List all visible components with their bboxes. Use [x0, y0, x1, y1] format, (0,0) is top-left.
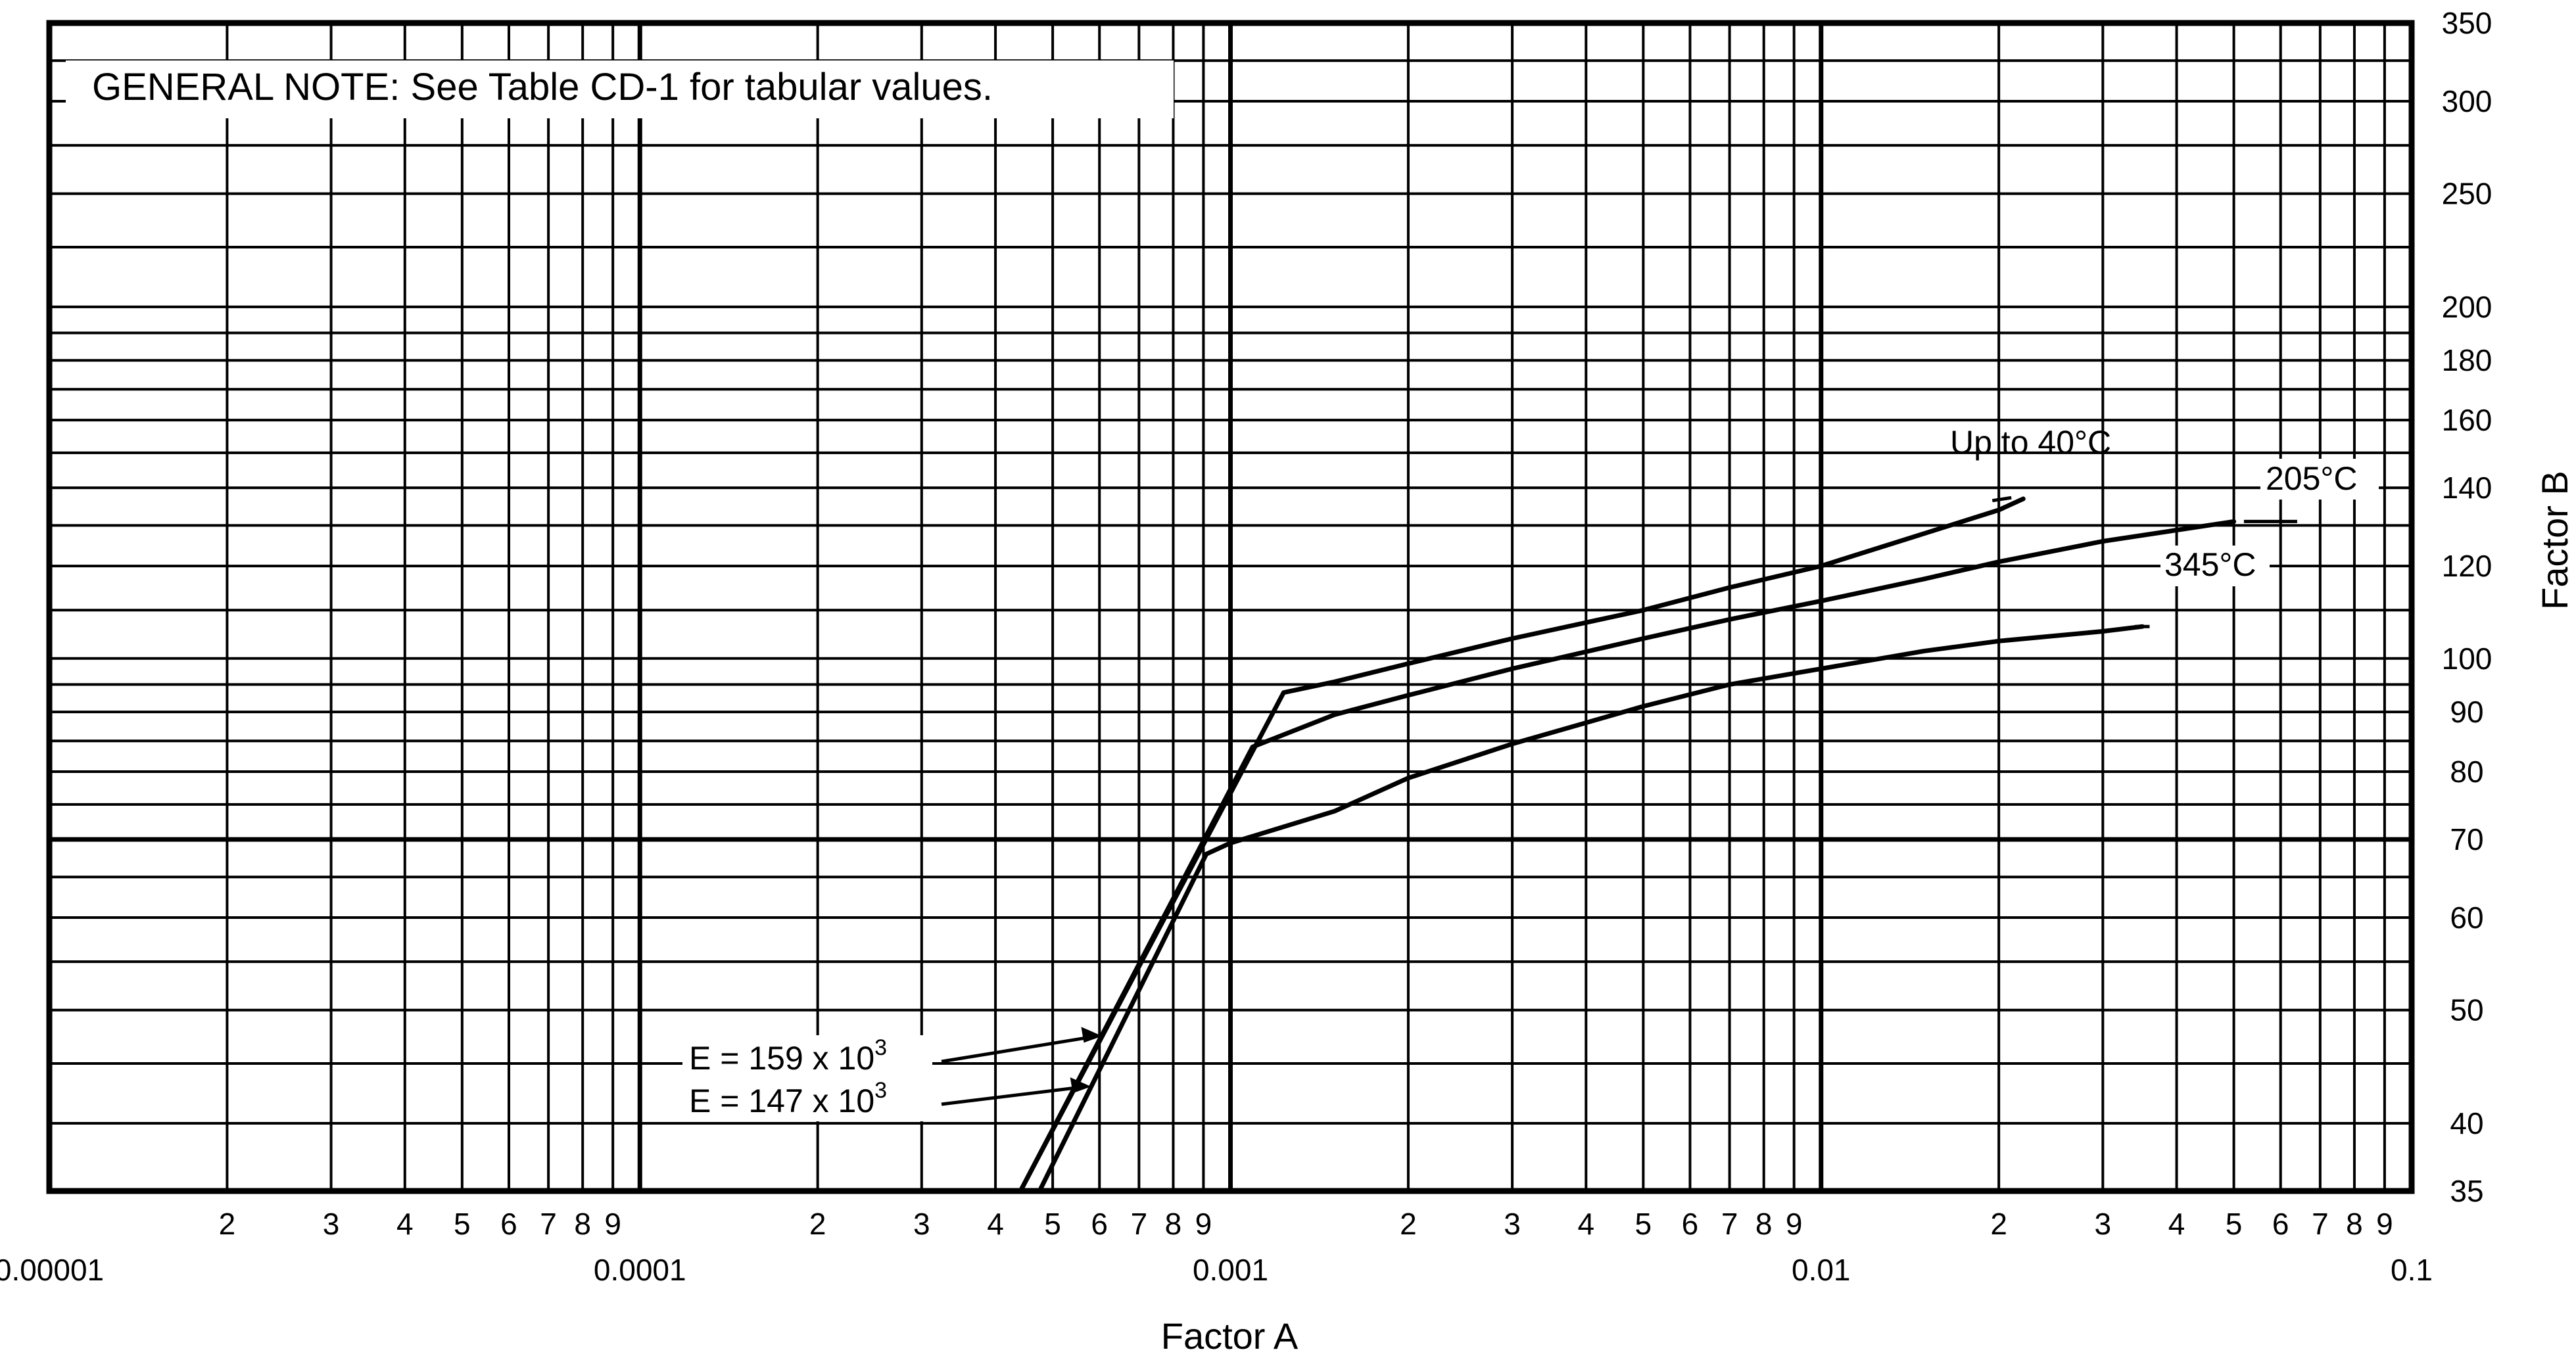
x-minor-tick-label: 7 [2312, 1207, 2329, 1241]
x-minor-tick-label: 4 [396, 1207, 414, 1241]
x-minor-tick-label: 7 [540, 1207, 557, 1241]
x-minor-tick-label: 3 [323, 1207, 340, 1241]
y-tick-label: 140 [2442, 471, 2493, 505]
x-decade-tick-label: 0.01 [1792, 1253, 1851, 1287]
y-tick-label: 250 [2442, 177, 2493, 211]
modulus-label: E = 147 x 103 [689, 1078, 887, 1119]
x-minor-tick-label: 4 [1578, 1207, 1595, 1241]
x-decade-tick-label: 0.1 [2391, 1253, 2433, 1287]
x-minor-tick-label: 8 [2346, 1207, 2363, 1241]
modulus-label-background [682, 1035, 932, 1079]
x-minor-tick-label: 6 [2272, 1207, 2289, 1241]
y-tick-label: 60 [2450, 900, 2483, 935]
x-minor-tick-label: 6 [500, 1207, 517, 1241]
y-tick-label: 200 [2442, 290, 2493, 324]
y-tick-label: 35 [2450, 1174, 2483, 1208]
y-tick-label: 120 [2442, 549, 2493, 583]
x-minor-tick-label: 7 [1131, 1207, 1148, 1241]
x-decade-tick-label: 0.00001 [0, 1253, 104, 1287]
x-minor-tick-label: 8 [1755, 1207, 1773, 1241]
x-minor-tick-label: 9 [2376, 1207, 2393, 1241]
x-minor-tick-label: 2 [219, 1207, 236, 1241]
y-tick-label: 80 [2450, 755, 2483, 789]
modulus-label-background [682, 1078, 932, 1121]
y-tick-label: 50 [2450, 993, 2483, 1027]
labels: 2 3 4 5 6 7 8 9 2 3 4 5 6 7 8 9 2 3 4 5 6 7 8 9 2 3 4 5 6 7 8 90.00001 0… [0, 6, 2492, 1287]
x-minor-tick-label: 9 [604, 1207, 621, 1241]
modulus-label: E = 159 x 103 [689, 1035, 887, 1077]
curve-label-up-to-40c: Up to 40°C [1950, 424, 2111, 461]
x-minor-tick-label: 3 [913, 1207, 930, 1241]
x-minor-tick-label: 2 [1400, 1207, 1417, 1241]
general-note-text: GENERAL NOTE: See Table CD-1 for tabular… [92, 66, 993, 108]
x-minor-tick-label: 3 [1504, 1207, 1521, 1241]
y-tick-label: 100 [2442, 642, 2493, 676]
curve-line [1037, 624, 2145, 1194]
plot-frame [46, 20, 2415, 1194]
modulus-label-exponent: 3 [874, 1035, 887, 1060]
y-axis-title: Factor B [2534, 471, 2575, 610]
x-minor-tick-label: 5 [1044, 1207, 1061, 1241]
x-minor-tick-label: 9 [1195, 1207, 1212, 1241]
modulus-label-exponent: 3 [874, 1078, 887, 1103]
curve-label-leader [1992, 496, 2012, 503]
curve-label-205c: 205°C [2266, 460, 2358, 497]
x-axis-title: Factor A [1161, 1315, 1299, 1354]
x-minor-tick-label: 6 [1091, 1207, 1108, 1241]
grid [47, 20, 2412, 1192]
modulus-arrow-line [941, 1085, 1087, 1106]
curve-label-background [2160, 546, 2270, 586]
x-minor-tick-label: 5 [2226, 1207, 2243, 1241]
note-background [66, 60, 1174, 118]
x-minor-tick-label: 5 [454, 1207, 471, 1241]
modulus-arrow-head [1070, 1077, 1091, 1094]
y-tick-label: 350 [2442, 6, 2493, 40]
curve-label-345c: 345°C [2164, 546, 2256, 583]
modulus-arrow-line [941, 1034, 1097, 1063]
curves [1018, 496, 2237, 1194]
x-decade-tick-label: 0.001 [1193, 1253, 1268, 1287]
x-minor-tick-label: 4 [2168, 1207, 2185, 1241]
x-minor-tick-label: 5 [1635, 1207, 1652, 1241]
x-minor-tick-label: 6 [1682, 1207, 1699, 1241]
y-tick-label: 70 [2450, 822, 2483, 856]
x-decade-tick-label: 0.0001 [594, 1253, 686, 1287]
modulus-arrow-head [1081, 1027, 1103, 1043]
x-minor-tick-label: 2 [809, 1207, 826, 1241]
x-minor-tick-label: 4 [987, 1207, 1004, 1241]
general-note: GENERAL NOTE: See Table CD-1 for tabular… [66, 60, 1174, 118]
y-tick-label: 160 [2442, 403, 2493, 437]
y-tick-label: 180 [2442, 343, 2493, 377]
x-minor-tick-label: 3 [2095, 1207, 2112, 1241]
y-tick-label: 300 [2442, 84, 2493, 118]
y-tick-label: 40 [2450, 1106, 2483, 1140]
x-minor-tick-label: 8 [574, 1207, 591, 1241]
x-minor-tick-label: 9 [1786, 1207, 1803, 1241]
curve-line [1018, 496, 2026, 1194]
x-minor-tick-label: 7 [1721, 1207, 1738, 1241]
x-minor-tick-label: 8 [1165, 1207, 1182, 1241]
curve-line [1018, 519, 2237, 1194]
y-tick-label: 90 [2450, 695, 2483, 729]
curve-label-background [2260, 459, 2379, 500]
x-minor-tick-label: 2 [1990, 1207, 2007, 1241]
